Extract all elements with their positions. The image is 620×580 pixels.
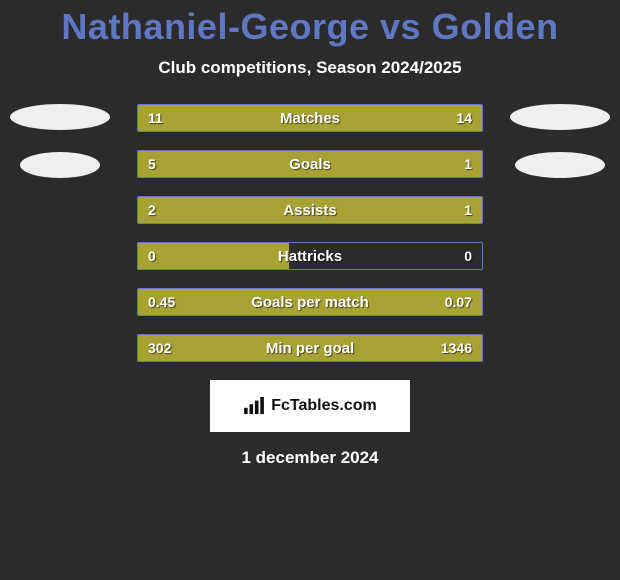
snapshot-date: 1 december 2024 <box>0 448 620 468</box>
vs-separator: vs <box>380 6 421 47</box>
stat-row: 51Goals <box>137 150 483 178</box>
player1-name: Nathaniel-George <box>61 6 369 47</box>
stat-fill-right <box>399 151 482 177</box>
comparison-title: Nathaniel-George vs Golden <box>0 0 620 48</box>
player1-club-avatar <box>20 152 100 178</box>
stat-row: 00Hattricks <box>137 242 483 270</box>
stat-bars: 1114Matches 51Goals 21Assists 00Hattricks 0.… <box>137 104 483 362</box>
player2-name: Golden <box>432 6 559 47</box>
comparison-stage: 1114Matches 51Goals 21Assists 00Hattricks 0.… <box>0 104 620 362</box>
stat-fill-right <box>430 289 482 315</box>
stat-fill-left <box>138 289 430 315</box>
subtitle: Club competitions, Season 2024/2025 <box>0 58 620 78</box>
player2-avatar <box>510 104 610 130</box>
player2-club-avatar <box>515 152 605 178</box>
stat-row: 21Assists <box>137 196 483 224</box>
stat-fill-left <box>138 151 399 177</box>
stat-fill-right <box>368 197 482 223</box>
player1-avatar <box>10 104 110 130</box>
stat-fill-left <box>138 243 289 269</box>
stat-row: 3021346Min per goal <box>137 334 483 362</box>
stat-fill-right <box>200 335 482 361</box>
player2-avatar-column <box>500 104 620 178</box>
brand-badge: FcTables.com <box>210 380 410 432</box>
stat-fill-left <box>138 335 200 361</box>
stat-row: 1114Matches <box>137 104 483 132</box>
stat-fill-left <box>138 197 368 223</box>
stat-row: 0.450.07Goals per match <box>137 288 483 316</box>
player1-avatar-column <box>0 104 120 178</box>
brand-text: FcTables.com <box>271 397 377 415</box>
stat-fill-right <box>279 105 482 131</box>
stat-value-right: 0 <box>454 243 482 269</box>
stat-fill-left <box>138 105 279 131</box>
bar-chart-icon <box>243 397 265 415</box>
